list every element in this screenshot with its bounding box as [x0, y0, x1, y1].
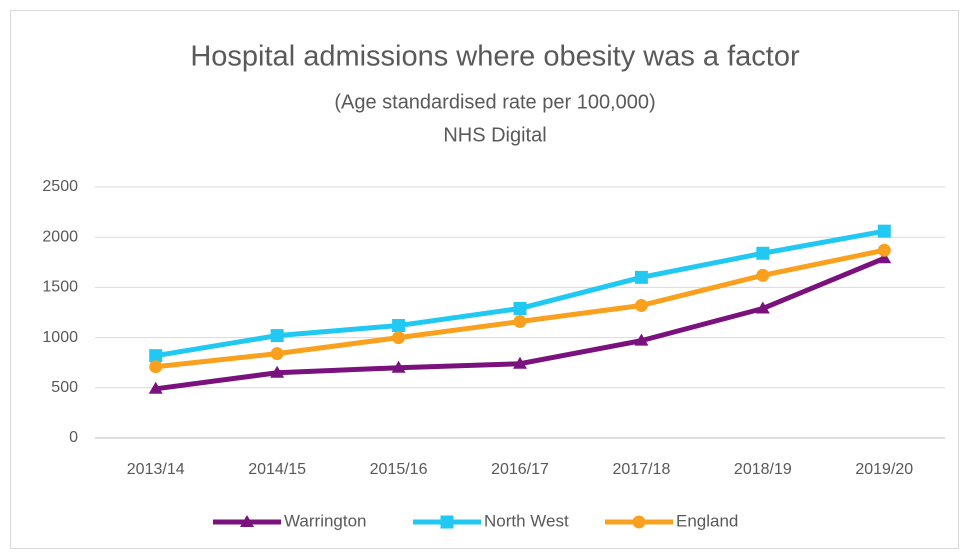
marker	[148, 381, 163, 394]
marker	[877, 251, 892, 264]
y-tick-label: 2500	[42, 178, 78, 195]
y-tick-label: 500	[51, 379, 78, 396]
chart-source: NHS Digital	[443, 124, 546, 146]
marker	[634, 298, 648, 312]
x-tick-label: 2016/17	[491, 461, 549, 478]
marker	[391, 360, 406, 373]
marker	[270, 347, 284, 361]
marker	[877, 224, 891, 238]
legend-marker	[632, 515, 646, 529]
chart-subtitle: (Age standardised rate per 100,000)	[334, 91, 655, 113]
x-tick-label: 2015/16	[370, 461, 428, 478]
y-tick-label: 1000	[42, 329, 78, 346]
marker	[149, 349, 163, 363]
marker	[392, 319, 406, 333]
marker	[513, 356, 527, 369]
marker	[756, 246, 770, 260]
y-tick-label: 0	[69, 429, 78, 446]
x-tick-label: 2019/20	[855, 461, 913, 478]
x-tick-label: 2014/15	[248, 461, 306, 478]
legend-marker	[240, 515, 254, 527]
marker	[755, 301, 770, 314]
marker	[513, 315, 527, 329]
marker	[149, 360, 163, 374]
legend-marker	[440, 515, 454, 529]
marker	[270, 365, 285, 378]
legend-label: England	[676, 511, 738, 530]
x-tick-label: 2013/14	[127, 461, 185, 478]
marker	[756, 268, 770, 282]
marker	[877, 243, 891, 257]
x-tick-label: 2017/18	[613, 461, 671, 478]
marker	[634, 333, 649, 346]
marker	[392, 331, 406, 345]
y-tick-label: 2000	[42, 228, 78, 245]
marker	[513, 301, 527, 315]
chart-border	[10, 10, 959, 549]
x-tick-label: 2018/19	[734, 461, 792, 478]
marker	[634, 270, 648, 284]
chart-title: Hospital admissions where obesity was a …	[190, 41, 800, 73]
legend-label: North West	[484, 511, 569, 530]
legend-label: Warrington	[284, 511, 367, 530]
marker	[270, 329, 284, 343]
y-tick-label: 1500	[42, 279, 78, 296]
